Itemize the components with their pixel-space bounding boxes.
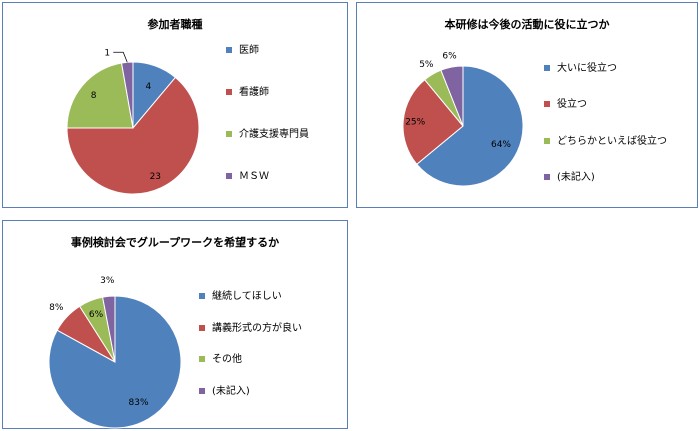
legend-label: どちらかといえば役立つ xyxy=(557,136,667,147)
data-label: 4 xyxy=(145,82,151,92)
legend-item: 看護師 xyxy=(226,83,269,98)
data-label: 6% xyxy=(442,51,457,61)
pie-chart: 83% 8% 6% 3% xyxy=(48,276,182,429)
pie-slice xyxy=(102,295,116,363)
data-label: 6% xyxy=(89,310,104,320)
pie-slice xyxy=(416,65,524,187)
data-label: 25% xyxy=(405,117,425,127)
legend-item: 介護支援専門員 xyxy=(226,125,309,140)
pie-slice xyxy=(66,62,134,129)
legend-item: 継続してほしい xyxy=(199,287,282,302)
legend-item: (未記入) xyxy=(199,382,250,397)
data-label: 8 xyxy=(91,91,97,101)
legend-swatch xyxy=(544,101,550,107)
legend-label: (未記入) xyxy=(212,386,250,397)
legend-item: その他 xyxy=(199,350,242,365)
data-label: 5% xyxy=(419,60,434,70)
legend-swatch xyxy=(199,325,205,331)
pie-chart: 64% 25% 5% 6% xyxy=(402,51,524,187)
legend-item: 大いに役立つ xyxy=(544,59,617,74)
pie-slice xyxy=(402,79,464,165)
data-label: 3% xyxy=(100,276,115,286)
pie-slice xyxy=(440,65,464,127)
legend-item: ＭＳＷ xyxy=(226,167,269,182)
legend-swatch xyxy=(226,89,232,95)
legend-item: (未記入) xyxy=(544,168,595,183)
legend-swatch xyxy=(544,65,550,71)
legend-item: 医師 xyxy=(226,41,259,56)
legend-item: 講義形式の方が良い xyxy=(199,319,302,334)
legend-label: (未記入) xyxy=(557,172,595,183)
legend-label: 介護支援専門員 xyxy=(239,129,309,140)
chart-title: 事例検討会でグループワークを希望するか xyxy=(70,236,280,249)
data-label: 64% xyxy=(491,140,511,150)
pie-chart: 4 23 8 1 xyxy=(66,48,200,195)
legend-swatch xyxy=(199,356,205,362)
pie-slice xyxy=(66,76,200,195)
legend-swatch xyxy=(226,131,232,137)
legend-swatch xyxy=(199,388,205,394)
legend-label: 継続してほしい xyxy=(212,291,282,302)
chart-title: 参加者職種 xyxy=(147,18,203,31)
legend-label: ＭＳＷ xyxy=(239,171,269,182)
legend-item: どちらかといえば役立つ xyxy=(544,132,667,147)
chart-panel-participants: 参加者職種 4 23 8 1 医師 看護師 介護支援専門員 ＭＳＷ xyxy=(2,2,348,208)
legend-label: 医師 xyxy=(239,45,259,56)
pie-slice xyxy=(48,295,182,429)
legend-swatch xyxy=(544,174,550,180)
legend-swatch xyxy=(226,47,232,53)
chart-panel-groupwork: 事例検討会でグループワークを希望するか 83% 8% 6% 3% 継続してほしい 講義… xyxy=(2,220,348,429)
legend-item: 役立つ xyxy=(544,95,587,110)
data-label: 23 xyxy=(150,172,161,182)
legend-swatch xyxy=(226,173,232,179)
legend-label: 大いに役立つ xyxy=(557,63,617,74)
legend-label: その他 xyxy=(212,354,242,365)
legend-label: 看護師 xyxy=(239,87,269,98)
legend-swatch xyxy=(544,138,550,144)
legend-label: 役立つ xyxy=(557,99,587,110)
chart-title: 本研修は今後の活動に役に立つか xyxy=(444,18,610,31)
legend-swatch xyxy=(199,293,205,299)
legend-label: 講義形式の方が良い xyxy=(212,323,302,334)
data-label: 83% xyxy=(129,398,149,408)
leader-line xyxy=(113,51,128,63)
chart-panel-usefulness: 本研修は今後の活動に役に立つか 64% 25% 5% 6% 大いに役立つ 役立つ どち… xyxy=(356,2,698,208)
data-label: 8% xyxy=(49,303,64,313)
data-label: 1 xyxy=(104,48,110,58)
